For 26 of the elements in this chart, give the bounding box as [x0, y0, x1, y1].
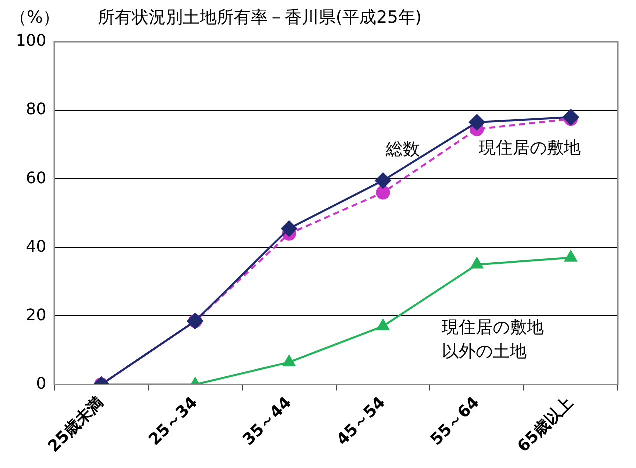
series-label: 総数 [385, 140, 420, 160]
point [564, 250, 578, 262]
y-tick-label: 100 [16, 31, 47, 50]
y-tick-label: 60 [26, 168, 47, 188]
point [376, 186, 390, 200]
point [283, 355, 296, 366]
y-tick-label: 20 [26, 305, 47, 324]
x-tick-label: 65歳以上 [514, 392, 577, 456]
point [470, 258, 484, 269]
point [375, 172, 392, 189]
y-tick-label: 40 [26, 236, 47, 256]
series-label: 現住居の敷地 [479, 138, 582, 159]
x-tick-label: 35～44 [238, 392, 296, 450]
point [469, 114, 486, 131]
chart-title: 所有状況別土地所有率－香川県(平成25年) [98, 8, 422, 28]
point [563, 109, 580, 126]
point [281, 220, 298, 237]
x-tick-label: 25歳未満 [44, 392, 108, 456]
y-tick-label: 80 [26, 100, 47, 119]
x-tick-label: 45～54 [332, 392, 389, 450]
x-tick-label: 55～64 [426, 392, 483, 450]
series-label: 現住居の敷地以外の土地 [442, 318, 544, 362]
y-axis-title: （%） [10, 8, 60, 28]
x-tick-label: 25～34 [144, 392, 202, 450]
y-tick-label: 0 [36, 374, 47, 393]
point [377, 319, 390, 330]
